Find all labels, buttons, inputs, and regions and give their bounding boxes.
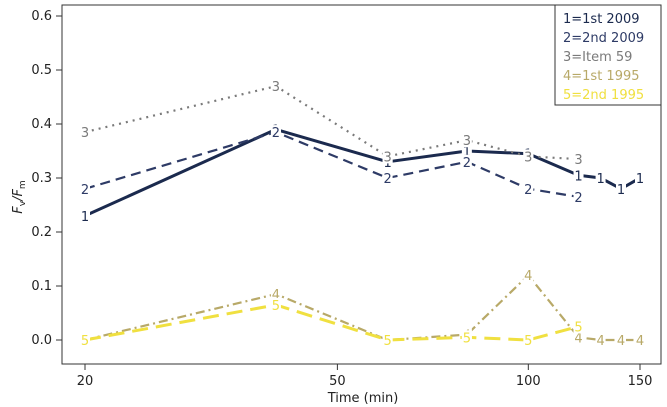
- series-2-point: 2: [383, 172, 391, 187]
- series-5-point: 5: [383, 334, 391, 349]
- series-markers: 111111111222222333333444444444555555: [80, 79, 645, 349]
- legend-box: [554, 4, 662, 106]
- series-2-point: 2: [272, 126, 280, 141]
- series-5-point: 5: [524, 334, 532, 349]
- y-tick-label: 0.1: [31, 279, 52, 294]
- series-2-point: 2: [574, 191, 582, 206]
- x-tick-label: 150: [628, 374, 653, 389]
- series-2-point: 2: [524, 183, 532, 198]
- marker-bg: [635, 333, 645, 347]
- marker-bg: [573, 189, 584, 204]
- series-4-point: 4: [596, 334, 604, 349]
- series-4-point: 4: [524, 269, 532, 284]
- marker-bg: [461, 154, 472, 169]
- marker-bg: [270, 79, 281, 94]
- marker-bg: [595, 333, 606, 347]
- series-lines: [84, 85, 641, 342]
- y-axis-title-f: F: [11, 206, 26, 214]
- series-line-5: [84, 303, 579, 342]
- series-3-point: 3: [524, 150, 532, 165]
- marker-bg: [80, 208, 90, 223]
- marker-bg: [461, 330, 472, 345]
- series-5-point: 5: [272, 299, 280, 314]
- marker-bg: [523, 333, 534, 347]
- marker-bg: [270, 297, 281, 312]
- legend: 1=1st 2009 2=2nd 2009 3=Item 59 4=1st 19…: [554, 4, 662, 106]
- marker-bg: [80, 333, 90, 347]
- series-3-point: 3: [272, 80, 280, 95]
- y-tick-label: 0.6: [31, 9, 52, 24]
- y-tick-label: 0.0: [31, 333, 52, 348]
- y-axis-title-sub2: m: [18, 180, 28, 189]
- marker-bg: [573, 319, 584, 334]
- series-2-point: 2: [81, 183, 89, 198]
- series-1-point: 1: [636, 172, 644, 187]
- marker-bg: [80, 125, 90, 140]
- marker-bg: [635, 171, 645, 185]
- marker-bg: [573, 330, 584, 345]
- marker-bg: [270, 287, 281, 302]
- y-tick-label: 0.5: [31, 63, 52, 78]
- y-tick-label: 0.4: [31, 117, 52, 132]
- series-line-2: [84, 131, 579, 198]
- series-4-point: 4: [272, 288, 280, 303]
- legend-entry-4: 4=1st 1995: [563, 69, 640, 84]
- x-tick-label: 100: [516, 374, 541, 389]
- y-axis-title-mid: /F: [11, 189, 26, 202]
- series-1-point: 1: [617, 183, 625, 198]
- y-axis-title-sub1: v: [18, 200, 28, 206]
- marker-bg: [461, 144, 472, 158]
- y-tick-label: 0.2: [31, 225, 52, 240]
- marker-bg: [523, 181, 534, 196]
- marker-bg: [595, 171, 606, 185]
- series-5-point: 5: [463, 331, 471, 346]
- marker-bg: [382, 171, 393, 185]
- legend-entry-5: 5=2nd 1995: [563, 88, 644, 103]
- series-1-point: 1: [574, 169, 582, 184]
- series-3-point: 3: [81, 126, 89, 141]
- series-3-point: 3: [574, 153, 582, 168]
- series-2-point: 2: [463, 156, 471, 171]
- marker-bg: [461, 133, 472, 148]
- marker-bg: [523, 149, 534, 164]
- series-1-point: 1: [463, 145, 471, 160]
- legend-entry-1: 1=1st 2009: [563, 12, 640, 27]
- marker-bg: [80, 181, 90, 196]
- series-line-1: [84, 127, 641, 218]
- x-tick-label: 20: [77, 374, 94, 389]
- y-tick-label: 0.3: [31, 171, 52, 186]
- marker-bg: [382, 333, 393, 347]
- series-4-point: 4: [574, 331, 582, 346]
- series-5-point: 5: [81, 334, 89, 349]
- x-axis-title: Time (min): [327, 391, 399, 406]
- plot-frame: [61, 4, 662, 365]
- axes-ticks: 0.0 0.1 0.2 0.3 0.4 0.5 0.6 20 50 100 150: [31, 9, 652, 389]
- marker-bg: [270, 125, 281, 140]
- x-tick-label: 50: [329, 374, 346, 389]
- series-4-point: 4: [636, 334, 644, 349]
- marker-bg: [573, 168, 584, 183]
- marker-bg: [523, 268, 534, 283]
- marker-bg: [382, 149, 393, 164]
- marker-bg: [615, 181, 626, 196]
- series-3-point: 3: [383, 150, 391, 165]
- legend-entry-2: 2=2nd 2009: [563, 31, 644, 46]
- series-5-point: 5: [574, 321, 582, 336]
- series-1-point: 1: [81, 210, 89, 225]
- series-line-4: [84, 274, 640, 342]
- series-4-point: 4: [617, 334, 625, 349]
- marker-bg: [615, 333, 626, 347]
- legend-entry-3: 3=Item 59: [563, 50, 632, 65]
- series-1-point: 1: [596, 172, 604, 187]
- series-line-3: [84, 85, 579, 161]
- marker-bg: [573, 152, 584, 167]
- series-3-point: 3: [463, 134, 471, 149]
- y-axis-title: Fv/Fm: [11, 180, 28, 213]
